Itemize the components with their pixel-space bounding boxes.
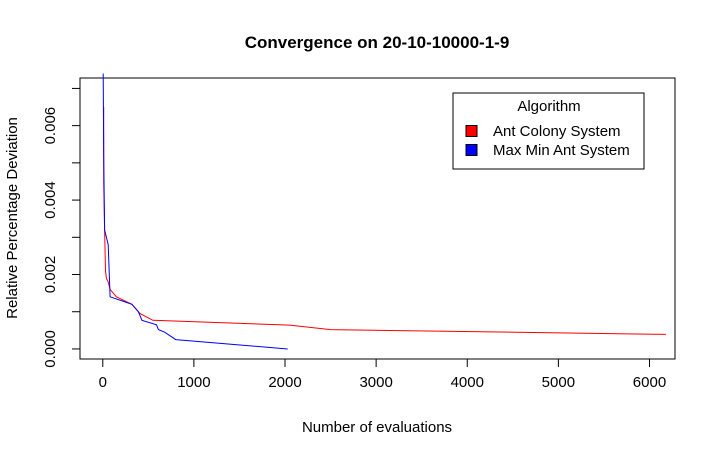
legend: Algorithm Ant Colony System Max Min Ant Sy… bbox=[452, 92, 645, 170]
series-layer bbox=[102, 73, 666, 350]
y-axis-label: Relative Percentage Deviation bbox=[4, 117, 21, 319]
x-tick-label: 6000 bbox=[633, 374, 666, 391]
x-tick-label: 1000 bbox=[177, 374, 210, 391]
legend-swatch bbox=[465, 125, 478, 137]
y-tick-label: 0.006 bbox=[42, 107, 59, 145]
x-tick-label: 0 bbox=[99, 374, 107, 391]
y-tick-label: 0.002 bbox=[42, 256, 59, 294]
x-tick-label: 4000 bbox=[451, 374, 484, 391]
legend-label: Max Min Ant System bbox=[493, 142, 630, 159]
series-line bbox=[102, 73, 288, 350]
legend-box bbox=[452, 92, 645, 170]
x-axis-label: Number of evaluations bbox=[302, 419, 452, 436]
legend-swatch bbox=[465, 144, 478, 156]
chart-title: Convergence on 20-10-10000-1-9 bbox=[245, 33, 510, 52]
x-axis: 0 1000 2000 3000 4000 5000 6000 bbox=[99, 358, 666, 391]
series-line bbox=[103, 107, 666, 335]
y-tick-label: 0.004 bbox=[42, 181, 59, 219]
legend-title: Algorithm bbox=[517, 98, 580, 115]
y-tick-label: 0.000 bbox=[42, 330, 59, 368]
x-tick-label: 3000 bbox=[359, 374, 392, 391]
y-axis: 0.000 0.002 0.004 0.006 bbox=[42, 87, 81, 368]
x-tick-label: 2000 bbox=[268, 374, 301, 391]
legend-label: Ant Colony System bbox=[493, 123, 621, 140]
x-tick-label: 5000 bbox=[542, 374, 575, 391]
